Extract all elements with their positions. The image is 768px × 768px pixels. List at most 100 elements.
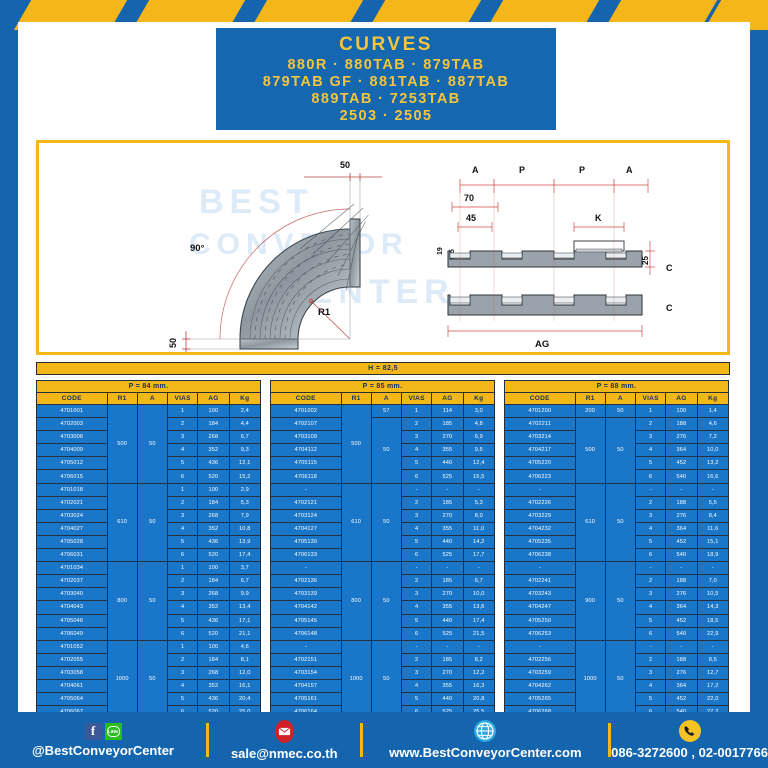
cell-code: 4704142 bbox=[270, 600, 342, 615]
cell-a: 50 bbox=[604, 639, 637, 720]
table-row[interactable]: 4703058 3 268 12,0 bbox=[36, 665, 262, 680]
table-row[interactable]: 4705250 5 452 18,5 bbox=[504, 613, 730, 628]
cell-kg: 22,0 bbox=[696, 692, 730, 707]
dim-70-line bbox=[451, 202, 499, 212]
cell-r1: 1000 bbox=[340, 639, 372, 720]
cell-code: 4703243 bbox=[504, 587, 576, 602]
cell-code: 4705235 bbox=[504, 534, 576, 550]
table-row[interactable]: 4705235 5 452 15,1 bbox=[504, 534, 730, 550]
pitch-header: P = 84 mm. bbox=[36, 380, 261, 393]
cell-vias: 3 bbox=[635, 665, 667, 680]
cell-vias: 2 bbox=[167, 652, 199, 667]
table-row[interactable]: 4705046 5 436 17,1 bbox=[36, 613, 262, 628]
cell-code: 4703229 bbox=[504, 508, 576, 523]
table-row[interactable]: 4703024 3 268 7,9 bbox=[36, 508, 262, 523]
cell-kg: 17,4 bbox=[462, 613, 496, 628]
footer-email[interactable]: sale@nmec.co.th bbox=[209, 719, 360, 761]
table-row[interactable]: 4706148 6 525 21,5 bbox=[270, 626, 496, 641]
reference-lines bbox=[184, 179, 361, 350]
footer-website[interactable]: www.BestConveyorCenter.com bbox=[363, 720, 609, 760]
cell-ag: 525 bbox=[431, 548, 464, 563]
cell-ag: 355 bbox=[431, 678, 464, 694]
cell-kg: 18,9 bbox=[696, 548, 730, 563]
table-row[interactable]: 4706118 6 525 15,5 bbox=[270, 469, 496, 484]
table-row[interactable]: 4703124 3 270 8,0 bbox=[270, 508, 496, 523]
cell-kg: - bbox=[462, 482, 496, 497]
cell-code: 4705046 bbox=[36, 613, 108, 628]
table-row[interactable]: 4702121 2 185 5,3 bbox=[270, 495, 496, 510]
table-row[interactable]: 4706133 6 525 17,7 bbox=[270, 548, 496, 563]
table-row[interactable]: 4705161 5 440 20,8 bbox=[270, 692, 496, 707]
table-row[interactable]: 4703259 3 276 12,7 bbox=[504, 665, 730, 680]
table-row[interactable]: 4704232 4 364 11,6 bbox=[504, 521, 730, 536]
table-row[interactable]: 4703040 3 268 9,9 bbox=[36, 587, 262, 602]
table-row[interactable]: 4701002 500 57 1 114 3,0 bbox=[270, 403, 496, 484]
email-address: sale@nmec.co.th bbox=[230, 745, 338, 761]
table-row[interactable]: -1000 50- - - bbox=[270, 639, 496, 720]
cell-ag: 184 bbox=[197, 574, 230, 589]
table-row[interactable]: 4703139 3 270 10,0 bbox=[270, 587, 496, 602]
table-row[interactable]: 4706253 6 540 22,9 bbox=[504, 626, 730, 641]
cell-ag: 188 bbox=[665, 652, 698, 667]
table-row[interactable]: 4702151 2 185 8,2 bbox=[270, 652, 496, 667]
table-row[interactable]: 4704127 4 355 11,0 bbox=[270, 521, 496, 536]
column-header: CODE bbox=[270, 392, 342, 405]
cell-code: 4704112 bbox=[270, 443, 342, 458]
table-row[interactable]: 4701052 1000 50 1 100 4,6 bbox=[36, 639, 262, 720]
table-row[interactable]: 4706049 6 520 21,1 bbox=[36, 626, 262, 641]
table-row[interactable]: 4701200 200 50 1 100 1,4 bbox=[504, 403, 730, 419]
table-row[interactable]: -1000 50- - - bbox=[504, 639, 730, 720]
table-row[interactable]: 4701034 800 50 1 100 3,7 bbox=[36, 561, 262, 641]
cell-r1: 610 bbox=[574, 482, 606, 563]
table-row[interactable]: 4702107 50 2 185 4,8 bbox=[270, 417, 496, 484]
cell-kg: 16,1 bbox=[228, 678, 262, 694]
table-row[interactable]: 4702003 2 184 4,4 bbox=[36, 417, 262, 432]
table-row[interactable]: 4702256 2 188 8,5 bbox=[504, 652, 730, 667]
cell-vias: 2 bbox=[167, 417, 199, 432]
cell-code: 4706253 bbox=[504, 626, 576, 641]
table-row[interactable]: 4702211 500 50 2 188 4,6 bbox=[504, 417, 730, 484]
table-row[interactable]: 4702241 2 188 7,0 bbox=[504, 574, 730, 589]
table-row[interactable]: 4705130 5 440 14,2 bbox=[270, 534, 496, 550]
footer-social[interactable]: f LINE @BestConveyorCenter bbox=[0, 722, 206, 758]
table-row[interactable]: 4701001 500 50 1 100 2,4 bbox=[36, 403, 262, 484]
table-row[interactable]: 4703243 3 276 10,5 bbox=[504, 587, 730, 602]
table-row[interactable]: 4703006 3 268 6,7 bbox=[36, 430, 262, 445]
table-row[interactable]: 4701018 610 50 1 100 2,9 bbox=[36, 482, 262, 563]
column-header: AG bbox=[665, 392, 698, 405]
table-row[interactable]: 4706238 6 540 18,9 bbox=[504, 548, 730, 563]
table-row[interactable]: 4704157 4 355 16,3 bbox=[270, 678, 496, 694]
cell-vias: 2 bbox=[401, 495, 433, 510]
cell-a: 50 bbox=[604, 482, 637, 563]
table-row[interactable]: 4705115 5 440 12,4 bbox=[270, 456, 496, 471]
facebook-icon[interactable]: f bbox=[84, 722, 102, 740]
table-row[interactable]: -610 50- - - bbox=[504, 482, 730, 563]
line-icon[interactable]: LINE bbox=[104, 722, 122, 740]
table-row[interactable]: 4704217 4 364 10,0 bbox=[504, 443, 730, 458]
table-row[interactable]: -610 50- - - bbox=[270, 482, 496, 563]
cell-vias: 1 bbox=[167, 561, 199, 576]
phone-icon bbox=[678, 720, 701, 742]
table-row[interactable]: 4706031 6 520 17,4 bbox=[36, 548, 262, 563]
table-row[interactable]: 4706015 6 520 15,2 bbox=[36, 469, 262, 484]
table-row[interactable]: 4703214 3 276 7,2 bbox=[504, 430, 730, 445]
table-row[interactable]: 4703154 3 270 12,2 bbox=[270, 665, 496, 680]
table-row[interactable]: -900 50- - - bbox=[504, 561, 730, 641]
dim-ag-line bbox=[447, 325, 643, 337]
table-row[interactable]: 4702136 2 185 6,7 bbox=[270, 574, 496, 589]
table-row[interactable]: 4702226 2 188 5,5 bbox=[504, 495, 730, 510]
dim-a-right-label: A bbox=[626, 165, 633, 175]
table-row[interactable]: 4704009 4 352 9,3 bbox=[36, 443, 262, 458]
curve-drawing: 50 50 90° R1 bbox=[154, 151, 404, 352]
cell-kg: 9,9 bbox=[228, 587, 262, 602]
table-row[interactable]: 4702021 2 184 5,3 bbox=[36, 495, 262, 510]
table-row[interactable]: 4704112 4 355 9,5 bbox=[270, 443, 496, 458]
footer-phone[interactable]: 086-3272600 , 02-0017766 bbox=[611, 720, 768, 760]
cell-code: 4704027 bbox=[36, 521, 108, 536]
cell-kg: 21,5 bbox=[462, 626, 496, 641]
cell-code: 4706238 bbox=[504, 548, 576, 563]
table-row[interactable]: 4704027 4 352 10,8 bbox=[36, 521, 262, 536]
table-row[interactable]: 4705265 5 452 22,0 bbox=[504, 692, 730, 707]
table-row[interactable]: 4704247 4 364 14,3 bbox=[504, 600, 730, 615]
table-row[interactable]: -800 50- - - bbox=[270, 561, 496, 641]
